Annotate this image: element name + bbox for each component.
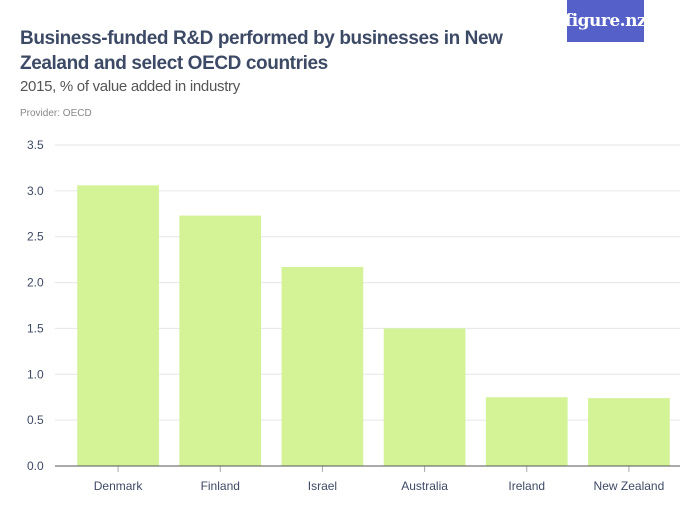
y-tick-label: 0.0 <box>27 459 44 473</box>
bar-australia <box>383 328 466 466</box>
bar-new-zealand <box>588 398 670 466</box>
y-tick-label: 2.5 <box>27 230 44 244</box>
y-tick-label: 3.5 <box>27 138 44 152</box>
chart-subtitle: 2015, % of value added in industry <box>20 78 240 95</box>
bar-ireland <box>485 397 568 466</box>
bar-finland <box>179 215 262 466</box>
x-tick-label: Finland <box>201 479 240 493</box>
provider-label: Provider: OECD <box>20 108 92 119</box>
chart-title: Business-funded R&D performed by busines… <box>20 28 503 74</box>
x-tick-label: Ireland <box>508 479 545 493</box>
x-tick-label: Denmark <box>94 479 144 493</box>
y-tick-label: 1.5 <box>27 321 44 335</box>
y-tick-label: 3.0 <box>27 184 44 198</box>
y-tick-label: 1.0 <box>27 367 44 381</box>
y-tick-label: 0.5 <box>27 413 44 427</box>
x-tick-label: Australia <box>401 479 448 493</box>
x-tick-label: Israel <box>308 479 337 493</box>
x-tick-label: New Zealand <box>594 479 665 493</box>
figure-nz-logo[interactable]: figure.nz <box>565 0 647 42</box>
y-tick-label: 2.0 <box>27 276 44 290</box>
bar-israel <box>281 266 364 466</box>
bar-denmark <box>77 185 159 466</box>
